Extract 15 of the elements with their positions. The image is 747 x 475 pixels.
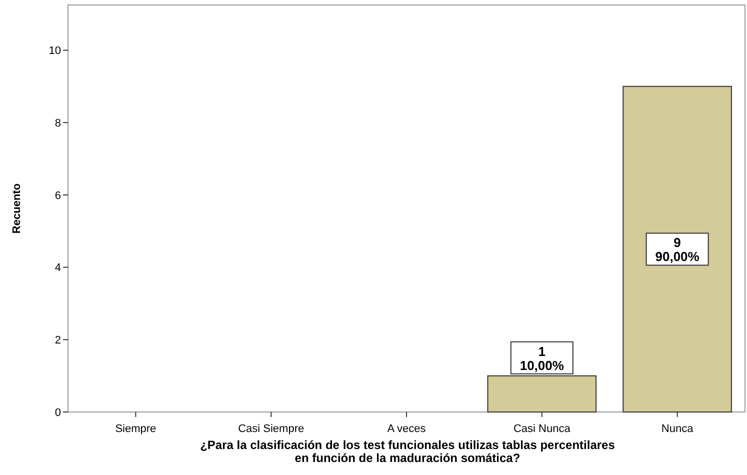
data-label: 9 90,00% xyxy=(655,235,700,264)
y-tick-label: 4 xyxy=(54,262,61,274)
x-axis-title: ¿Para la clasificación de los test funcionales utilizas tablas percentilares en función de la maduración somática? xyxy=(200,438,616,465)
y-tick-label: 8 xyxy=(54,117,61,130)
x-tick-label: Siempre xyxy=(115,423,156,435)
x-tick-label: Casi Nunca xyxy=(513,423,572,435)
y-axis-title: Recuento xyxy=(11,183,23,234)
x-tick-label: Nunca xyxy=(661,423,694,435)
y-tick-label: 2 xyxy=(54,334,61,346)
data-label: 1 10,00% xyxy=(520,344,564,373)
x-tick-label: Casi Siempre xyxy=(238,423,304,435)
y-tick-label: 0 xyxy=(54,406,61,419)
x-tick-label: A veces xyxy=(387,423,426,435)
y-tick-label: 10 xyxy=(48,45,61,58)
y-tick-label: 6 xyxy=(54,190,61,202)
